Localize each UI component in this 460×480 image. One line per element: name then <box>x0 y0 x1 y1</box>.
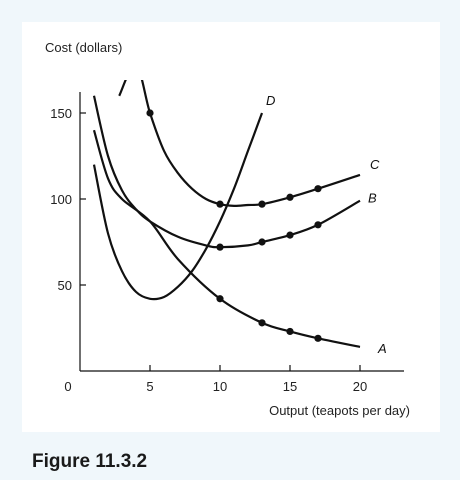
x-axis-label: Output (teapots per day) <box>269 403 410 418</box>
point-c-4 <box>286 193 294 201</box>
x-tick-label-20: 20 <box>353 379 367 394</box>
point-b-1 <box>216 243 224 251</box>
point-c-5 <box>314 185 322 193</box>
figure-panel: A B C D 50 100 150 0 5 10 15 20 Cost (dollars) Outp… <box>22 22 440 432</box>
curve-c <box>118 80 361 208</box>
point-c-3 <box>258 200 266 208</box>
point-c-2 <box>216 200 224 208</box>
y-tick-label-100: 100 <box>50 192 72 207</box>
curve-label-d: D <box>266 93 275 108</box>
x-tick-label-10: 10 <box>213 379 227 394</box>
figure-caption: Figure 11.3.2 <box>32 451 148 472</box>
x-tick-label-5: 5 <box>146 379 153 394</box>
point-a-2 <box>258 319 266 327</box>
point-a-3 <box>286 327 294 336</box>
curve-label-a: A <box>377 341 387 356</box>
curve-label-c: C <box>370 157 380 172</box>
point-b-4 <box>314 221 322 229</box>
point-a-4 <box>314 334 322 342</box>
y-axis-label: Cost (dollars) <box>45 40 122 55</box>
curve-d <box>92 112 264 301</box>
x-tick-label-0: 0 <box>64 379 71 394</box>
point-b-3 <box>286 231 294 239</box>
y-tick-label-50: 50 <box>58 278 72 293</box>
point-a-1 <box>216 295 224 303</box>
cost-curves-chart: A B C D 50 100 150 0 5 10 15 20 Cost (dollars) Outp… <box>45 40 410 418</box>
x-tick-label-15: 15 <box>283 379 297 394</box>
curve-label-b: B <box>368 191 377 206</box>
curve-a <box>92 129 361 348</box>
point-b-2 <box>258 238 266 246</box>
point-c-1 <box>146 109 154 117</box>
y-tick-label-150: 150 <box>50 106 72 121</box>
